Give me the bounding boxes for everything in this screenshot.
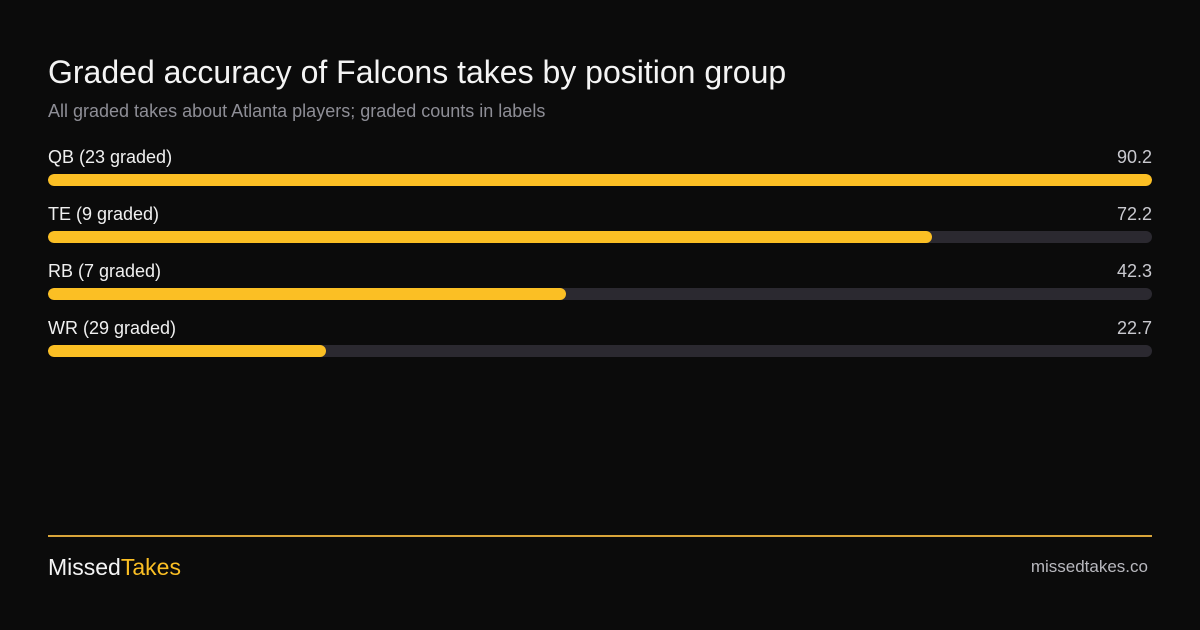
bar-row: QB (23 graded) 90.2 bbox=[48, 144, 1152, 201]
brand-name-part2: Takes bbox=[120, 554, 181, 580]
bar-label: WR (29 graded) bbox=[48, 318, 177, 338]
bar-label: QB (23 graded) bbox=[48, 147, 173, 167]
bar-track bbox=[48, 345, 1152, 357]
brand-logo: MissedTakes bbox=[48, 553, 181, 581]
chart-title: Graded accuracy of Falcons takes by posi… bbox=[48, 54, 787, 90]
bar-value-label: 42.3 bbox=[1116, 261, 1152, 281]
site-url: missedtakes.co bbox=[1030, 557, 1148, 576]
bar-value-label: 72.2 bbox=[1116, 204, 1152, 224]
chart-subtitle: All graded takes about Atlanta players; … bbox=[48, 101, 546, 121]
bar-list: QB (23 graded) 90.2 TE (9 graded) 72.2 RB (7… bbox=[48, 144, 1152, 372]
footer-divider bbox=[48, 535, 1152, 537]
bar-track bbox=[48, 231, 1152, 243]
bar-track bbox=[48, 288, 1152, 300]
bar-fill bbox=[48, 345, 326, 357]
bar-value-label: 90.2 bbox=[1116, 147, 1152, 167]
bar-track bbox=[48, 174, 1152, 186]
bar-fill bbox=[48, 231, 932, 243]
bar-row: WR (29 graded) 22.7 bbox=[48, 315, 1152, 372]
bar-row: RB (7 graded) 42.3 bbox=[48, 258, 1152, 315]
bar-label: TE (9 graded) bbox=[48, 204, 160, 224]
bar-value-label: 22.7 bbox=[1116, 318, 1152, 338]
bar-fill bbox=[48, 174, 1152, 186]
brand-name-part1: Missed bbox=[48, 554, 121, 580]
bar-row: TE (9 graded) 72.2 bbox=[48, 201, 1152, 258]
bar-fill bbox=[48, 288, 566, 300]
bar-label: RB (7 graded) bbox=[48, 261, 162, 281]
